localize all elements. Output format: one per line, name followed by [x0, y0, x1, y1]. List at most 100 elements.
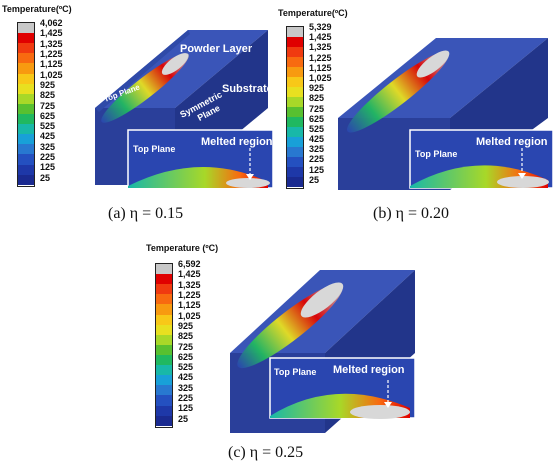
legend-label: 325 [309, 144, 325, 155]
legend-swatch [156, 375, 172, 386]
legend-swatch [287, 96, 303, 107]
legend-swatch [156, 415, 172, 426]
legend-label: 25 [178, 413, 189, 424]
legend-swatch [287, 116, 303, 127]
legend-label: 4,062 [40, 18, 63, 28]
legend-swatch [287, 176, 303, 187]
legend-label: 1,025 [178, 310, 201, 321]
legend-title-a: Temperature(ºC) [2, 4, 72, 14]
legend-label: 425 [178, 372, 194, 383]
legend-label: 225 [40, 152, 56, 163]
legend-title-c: Temperature (ºC) [146, 243, 219, 253]
legend-swatch [18, 103, 34, 114]
legend-swatch [18, 53, 34, 64]
simulation-3d-view-c: Top Plane Melted region [230, 270, 416, 433]
legend-label: 1,225 [309, 52, 332, 63]
inset-label-top-plane-b: Top Plane [415, 149, 457, 159]
legend-label: 1,125 [40, 59, 63, 70]
legend-swatch [287, 76, 303, 87]
legend-label: 825 [309, 93, 325, 104]
legend-label: 1,225 [40, 48, 63, 59]
caption-b: (b) η = 0.20 [373, 205, 450, 222]
melted-core-b [416, 50, 450, 78]
legend-label: 425 [40, 131, 56, 142]
legend-swatch [18, 83, 34, 94]
legend-swatch [287, 36, 303, 47]
legend-swatch [18, 174, 34, 185]
legend-label: 1,325 [40, 38, 63, 49]
symmetric-plane-a [95, 30, 190, 112]
inset-label-top-plane-a: Top Plane [133, 144, 175, 154]
caption-a: (a) η = 0.15 [108, 205, 184, 222]
legend-label: 125 [178, 403, 194, 414]
legend-label: 925 [309, 83, 325, 94]
legend-swatch [287, 166, 303, 177]
legend-swatch [287, 66, 303, 77]
legend-label: 525 [178, 362, 194, 373]
legend-label: 925 [178, 320, 194, 331]
label-substrate: Substrate [222, 83, 273, 95]
legend-label: 325 [178, 382, 194, 393]
caption-c: (c) η = 0.25 [228, 444, 304, 461]
legend-label: 1,025 [309, 72, 332, 83]
legend-label: 125 [309, 164, 325, 175]
inset-melted-region-a [226, 178, 270, 188]
legend-colorbar-a [17, 22, 35, 187]
legend-swatch [287, 27, 303, 37]
inset-label-top-plane-c: Top Plane [274, 367, 316, 377]
legend-swatch [156, 274, 172, 285]
melted-core-c [300, 282, 344, 318]
legend-swatch [287, 86, 303, 97]
legend-swatch [156, 395, 172, 406]
panel-a: Temperature(ºC) 4,062 1,425 1,325 1,225 1,12… [0, 0, 280, 230]
legend-label: 1,325 [178, 279, 201, 290]
legend-label: 6,592 [178, 259, 201, 269]
legend-swatch [18, 33, 34, 44]
legend-swatch [156, 405, 172, 416]
legend-label: 1,125 [309, 62, 332, 73]
legend-label: 625 [178, 351, 194, 362]
legend-swatch [287, 126, 303, 137]
legend-swatch [18, 124, 34, 135]
legend-swatch [156, 344, 172, 355]
inset-melted-region-b [497, 176, 549, 188]
legend-swatch [156, 365, 172, 376]
legend-swatch [18, 43, 34, 54]
legend-label: 5,329 [309, 22, 332, 32]
legend-title-b: Temperature(ºC) [278, 8, 348, 18]
legend-label: 725 [178, 341, 194, 352]
legend-label: 625 [309, 113, 325, 124]
legend-label: 825 [40, 90, 56, 101]
legend-swatch [156, 284, 172, 295]
legend-label: 1,025 [40, 69, 63, 80]
melted-region-arrowhead-b [518, 173, 526, 179]
legend-label: 1,425 [40, 28, 63, 39]
legend-swatch [287, 106, 303, 117]
legend-label: 1,325 [309, 42, 332, 53]
legend-swatch [287, 56, 303, 67]
simulation-3d-view-b: Top Plane Melted region [338, 38, 554, 190]
legend-label: 525 [309, 123, 325, 134]
legend-label: 625 [40, 110, 56, 121]
legend-swatch [287, 136, 303, 147]
legend-swatch [156, 334, 172, 345]
legend-swatch [287, 156, 303, 167]
melted-region-arrowhead-c [384, 402, 392, 408]
legend-label: 25 [40, 172, 51, 183]
legend-label: 525 [40, 121, 56, 132]
legend-label: 125 [40, 162, 56, 173]
legend-label: 225 [178, 393, 194, 404]
legend-swatch [18, 113, 34, 125]
simulation-3d-view-a: Powder Layer Substrate Top Plane Symmetr… [95, 30, 274, 189]
melted-core-a [161, 53, 189, 75]
legend-swatch [156, 324, 172, 335]
legend-label: 1,125 [178, 300, 201, 311]
legend-swatch [18, 164, 34, 175]
legend-label: 1,425 [309, 32, 332, 43]
inset-label-melted-region-b: Melted region [476, 136, 548, 148]
panel-b: Temperature(ºC) 5,329 1,425 1,325 1,225 1,12… [278, 0, 558, 230]
legend-label: 725 [40, 100, 56, 111]
legend-swatch [156, 304, 172, 315]
inset-melted-region-c [350, 405, 410, 419]
inset-label-melted-region-c: Melted region [333, 364, 405, 376]
